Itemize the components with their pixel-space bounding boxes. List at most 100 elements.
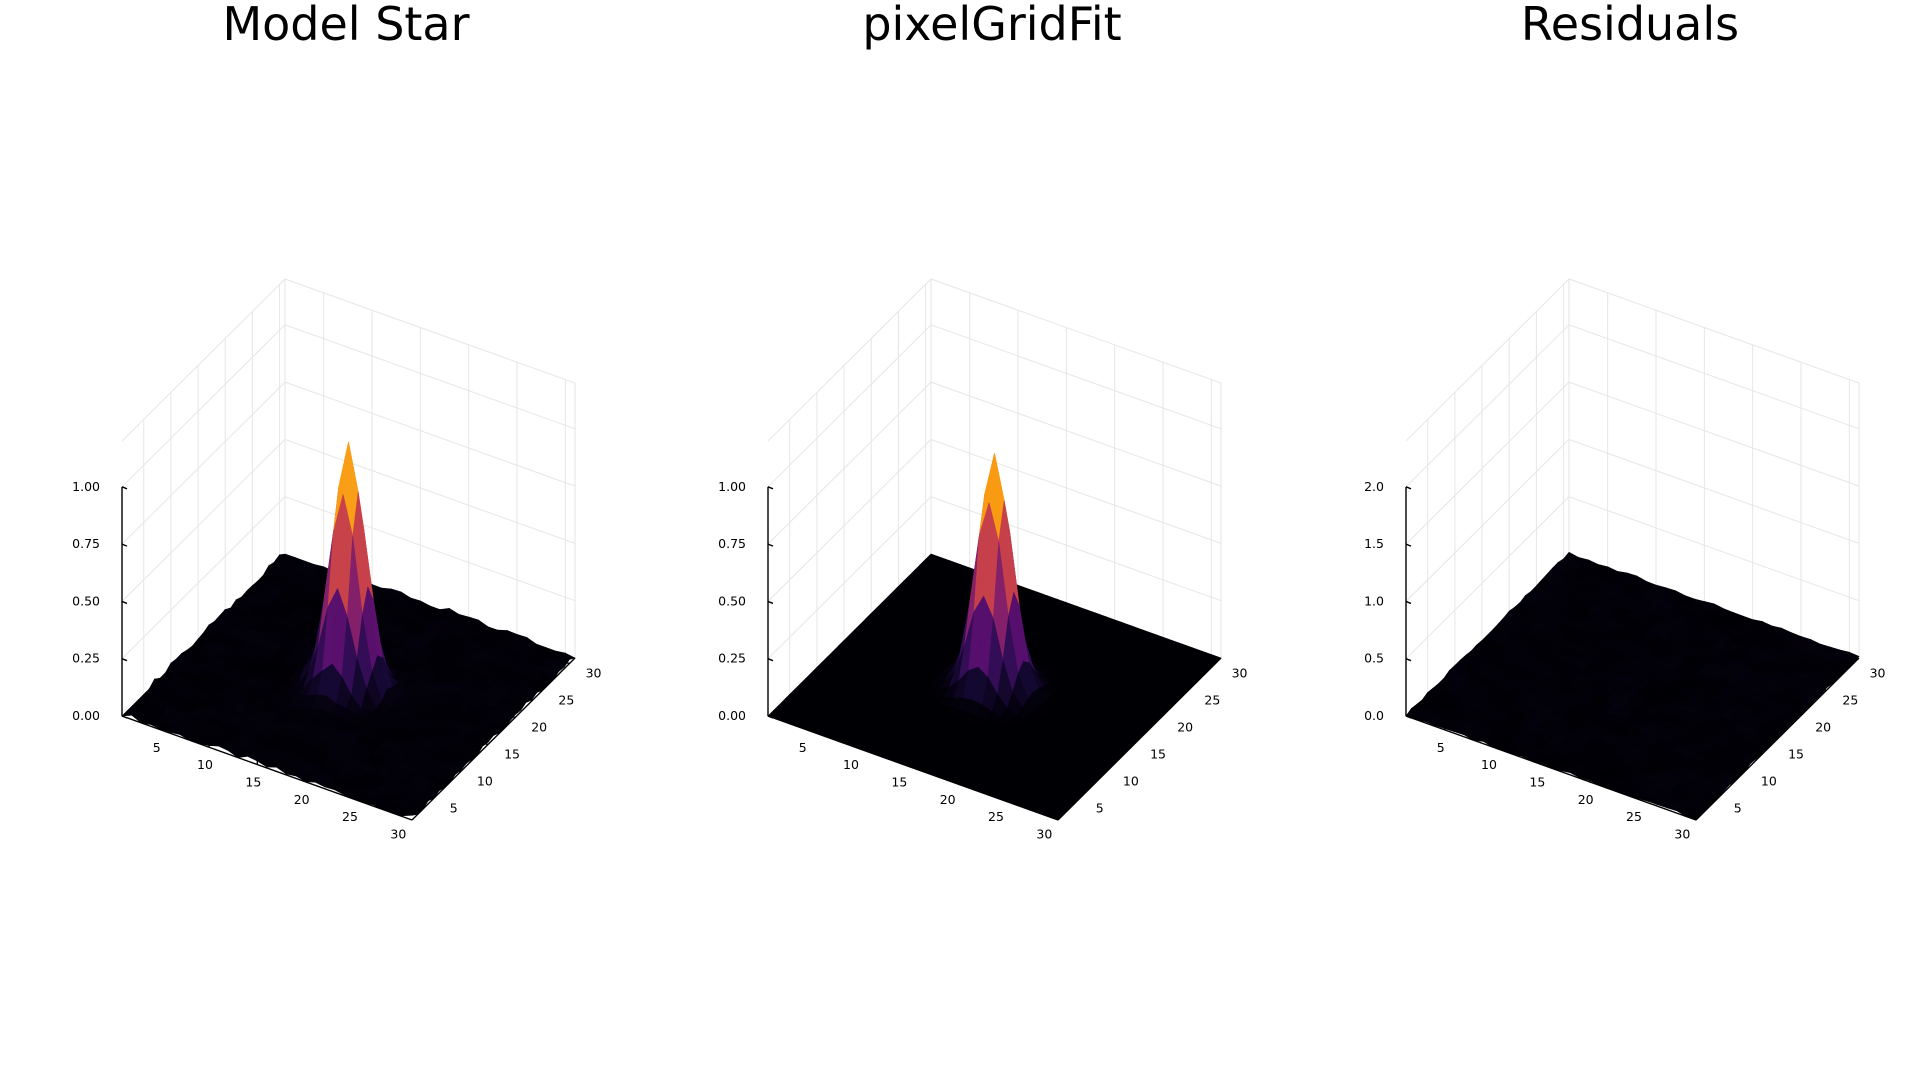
surface [121,441,576,817]
y-tick-label: 20 [1815,719,1831,734]
surface [1405,551,1860,821]
x-tick-label: 10 [843,757,859,772]
panel-model-star: Model Star 0.00 0.25 0.50 0.75 1.00 5 10 15 20 25… [72,0,601,842]
x-tick-label: 20 [294,792,310,807]
z-tick-mark [767,486,774,490]
x-tick-label: 5 [153,740,161,755]
z-tick-mark [1405,543,1412,547]
z-tick-mark [767,715,774,719]
y-tick-mark [1183,688,1189,692]
y-tick-mark [1128,742,1135,746]
y-axis-line [1695,657,1860,821]
y-tick-mark [1712,796,1718,800]
surface [767,453,1222,821]
x-tick-label: 25 [1626,809,1642,824]
panel-title: pixelGridFit [862,0,1121,51]
y-tick-mark [564,661,570,665]
x-tick-label: 10 [1481,757,1497,772]
x-tick-label: 10 [197,757,213,772]
x-tick-label: 30 [1674,827,1690,842]
panel-title: Residuals [1521,0,1739,51]
x-tick-label: 15 [1529,775,1545,790]
panel-residuals: Residuals 0.0 0.5 1.0 1.5 2.0 5 10 15 20 25 30 5 10 1… [1364,0,1885,842]
x-tick-label: 30 [390,827,406,842]
wall-top-line [767,278,1222,442]
y-tick-mark [1766,742,1773,746]
z-tick-label: 0.50 [72,593,100,608]
z-tick-label: 0.75 [718,536,746,551]
axes: 0.00 0.25 0.50 0.75 1.00 5 10 15 20 25 30 5 10 15 20 25… [72,479,601,842]
axes: 0.00 0.25 0.50 0.75 1.00 5 10 15 20 25 30 5 10 15 20 25… [718,479,1247,842]
z-tick-label: 0.00 [72,708,100,723]
y-axis-line [1057,657,1222,821]
x-tick-label: 5 [799,740,807,755]
y-axis-line [411,657,576,821]
y-tick-label: 20 [1177,719,1193,734]
z-tick-label: 0.75 [72,536,100,551]
y-tick-label: 20 [531,719,547,734]
y-tick-label: 30 [1870,665,1886,680]
panel-title: Model Star [222,0,469,51]
wall-top-line [1405,278,1860,442]
y-tick-mark [455,769,462,773]
z-tick-label: 0.25 [718,651,746,666]
x-axis-line [767,715,1059,821]
x-tick-label: 20 [1578,792,1594,807]
y-tick-mark [510,715,516,719]
wall-top-line [121,278,576,442]
y-tick-label: 25 [1842,692,1858,707]
axes: 0.0 0.5 1.0 1.5 2.0 5 10 15 20 25 30 5 10 15 20 25 30 [1364,479,1885,842]
x-tick-label: 15 [245,775,261,790]
z-tick-label: 1.5 [1364,536,1384,551]
z-tick-mark [121,600,128,605]
y-tick-label: 30 [586,665,602,680]
z-tick-mark [1405,486,1412,490]
z-tick-label: 2.0 [1364,479,1384,494]
z-tick-mark [121,486,128,490]
y-tick-mark [1739,769,1746,773]
x-tick-label: 30 [1036,827,1052,842]
y-tick-mark [537,688,543,692]
y-tick-label: 5 [450,800,458,815]
y-tick-mark [1101,769,1108,773]
z-tick-mark [1405,658,1412,662]
z-tick-mark [121,543,128,547]
y-tick-mark [1794,715,1800,719]
z-tick-mark [767,658,774,662]
grid-lines [767,278,1222,717]
y-tick-label: 30 [1232,665,1248,680]
z-tick-mark [1405,600,1412,605]
z-tick-label: 1.00 [72,479,100,494]
z-tick-label: 1.0 [1364,593,1384,608]
x-tick-label: 25 [342,809,358,824]
y-tick-label: 15 [1150,746,1166,761]
y-tick-label: 25 [558,692,574,707]
y-tick-mark [1074,796,1080,800]
y-tick-mark [428,796,434,800]
y-tick-mark [1156,715,1162,719]
z-tick-label: 0.00 [718,708,746,723]
y-tick-label: 10 [477,773,493,788]
x-axis-line [121,715,413,821]
x-tick-label: 25 [988,809,1004,824]
z-tick-mark [767,543,774,547]
z-tick-mark [121,715,128,719]
x-axis-line [1405,715,1697,821]
z-tick-mark [1405,715,1412,719]
grid-lines [121,278,576,717]
y-tick-label: 5 [1096,800,1104,815]
y-tick-label: 10 [1761,773,1777,788]
z-tick-label: 0.25 [72,651,100,666]
z-tick-label: 0.0 [1364,708,1384,723]
y-tick-mark [1821,688,1827,692]
x-tick-label: 15 [891,775,907,790]
z-tick-mark [121,658,128,662]
z-tick-label: 1.00 [718,479,746,494]
x-tick-label: 5 [1437,740,1445,755]
z-tick-label: 0.5 [1364,651,1384,666]
y-tick-label: 15 [1788,746,1804,761]
y-tick-label: 15 [504,746,520,761]
y-tick-label: 10 [1123,773,1139,788]
